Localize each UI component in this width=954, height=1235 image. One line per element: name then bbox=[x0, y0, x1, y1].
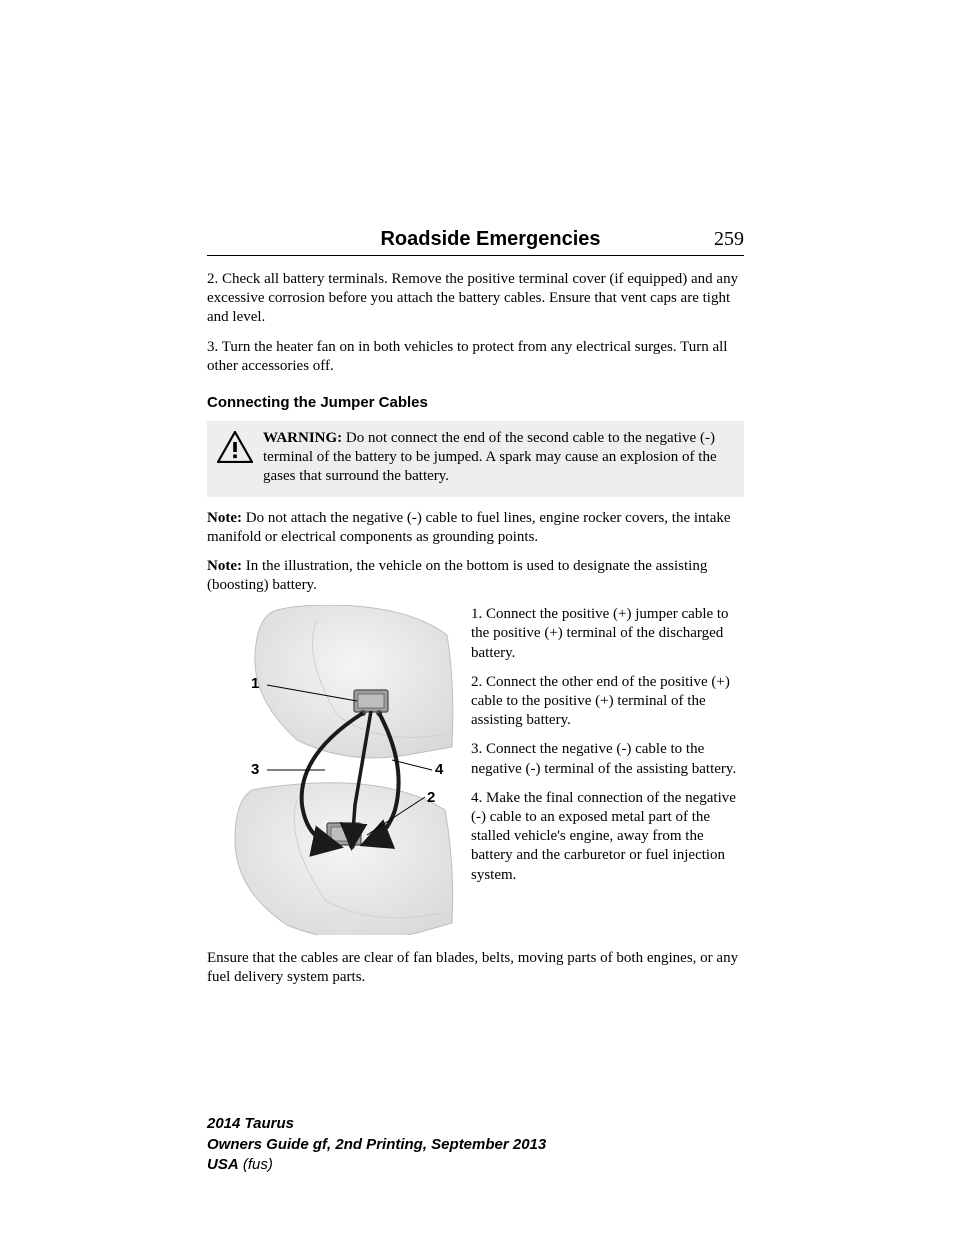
step-2: 2. Connect the other end of the positive… bbox=[471, 673, 744, 731]
intro-step-2: 2. Check all battery terminals. Remove t… bbox=[207, 270, 744, 328]
note-2: Note: In the illustration, the vehicle o… bbox=[207, 557, 744, 595]
steps-column: 1. Connect the positive (+) jumper cable… bbox=[471, 605, 744, 935]
diagram-label-1: 1 bbox=[251, 675, 259, 692]
step-3: 3. Connect the negative (-) cable to the… bbox=[471, 740, 744, 778]
section-title: Roadside Emergencies bbox=[207, 228, 714, 251]
closing-text: Ensure that the cables are clear of fan … bbox=[207, 949, 744, 987]
warning-box: WARNING: Do not connect the end of the s… bbox=[207, 421, 744, 497]
jumper-diagram: 1 3 4 2 bbox=[207, 605, 457, 935]
page-header: Roadside Emergencies 259 bbox=[207, 228, 744, 256]
illustration-row: 1 3 4 2 1. Connect the positive (+) jump… bbox=[207, 605, 744, 935]
step-4: 4. Make the final connection of the nega… bbox=[471, 789, 744, 885]
footer-line-1: 2014 Taurus bbox=[207, 1114, 546, 1134]
note-text: In the illustration, the vehicle on the … bbox=[207, 558, 707, 593]
page-number: 259 bbox=[714, 228, 744, 251]
diagram-label-3: 3 bbox=[251, 761, 259, 778]
intro-step-3: 3. Turn the heater fan on in both vehicl… bbox=[207, 338, 744, 376]
footer-line-2: Owners Guide gf, 2nd Printing, September… bbox=[207, 1135, 546, 1155]
note-text: Do not attach the negative (-) cable to … bbox=[207, 510, 731, 545]
diagram-label-4: 4 bbox=[435, 761, 443, 778]
note-label: Note: bbox=[207, 510, 242, 526]
diagram-label-2: 2 bbox=[427, 789, 435, 806]
subheading: Connecting the Jumper Cables bbox=[207, 394, 744, 411]
page-footer: 2014 Taurus Owners Guide gf, 2nd Printin… bbox=[207, 1114, 546, 1175]
note-label: Note: bbox=[207, 558, 242, 574]
warning-icon bbox=[217, 431, 253, 469]
step-1: 1. Connect the positive (+) jumper cable… bbox=[471, 605, 744, 663]
note-1: Note: Do not attach the negative (-) cab… bbox=[207, 509, 744, 547]
warning-label: WARNING: bbox=[263, 430, 342, 446]
footer-line-3: USA (fus) bbox=[207, 1155, 546, 1175]
